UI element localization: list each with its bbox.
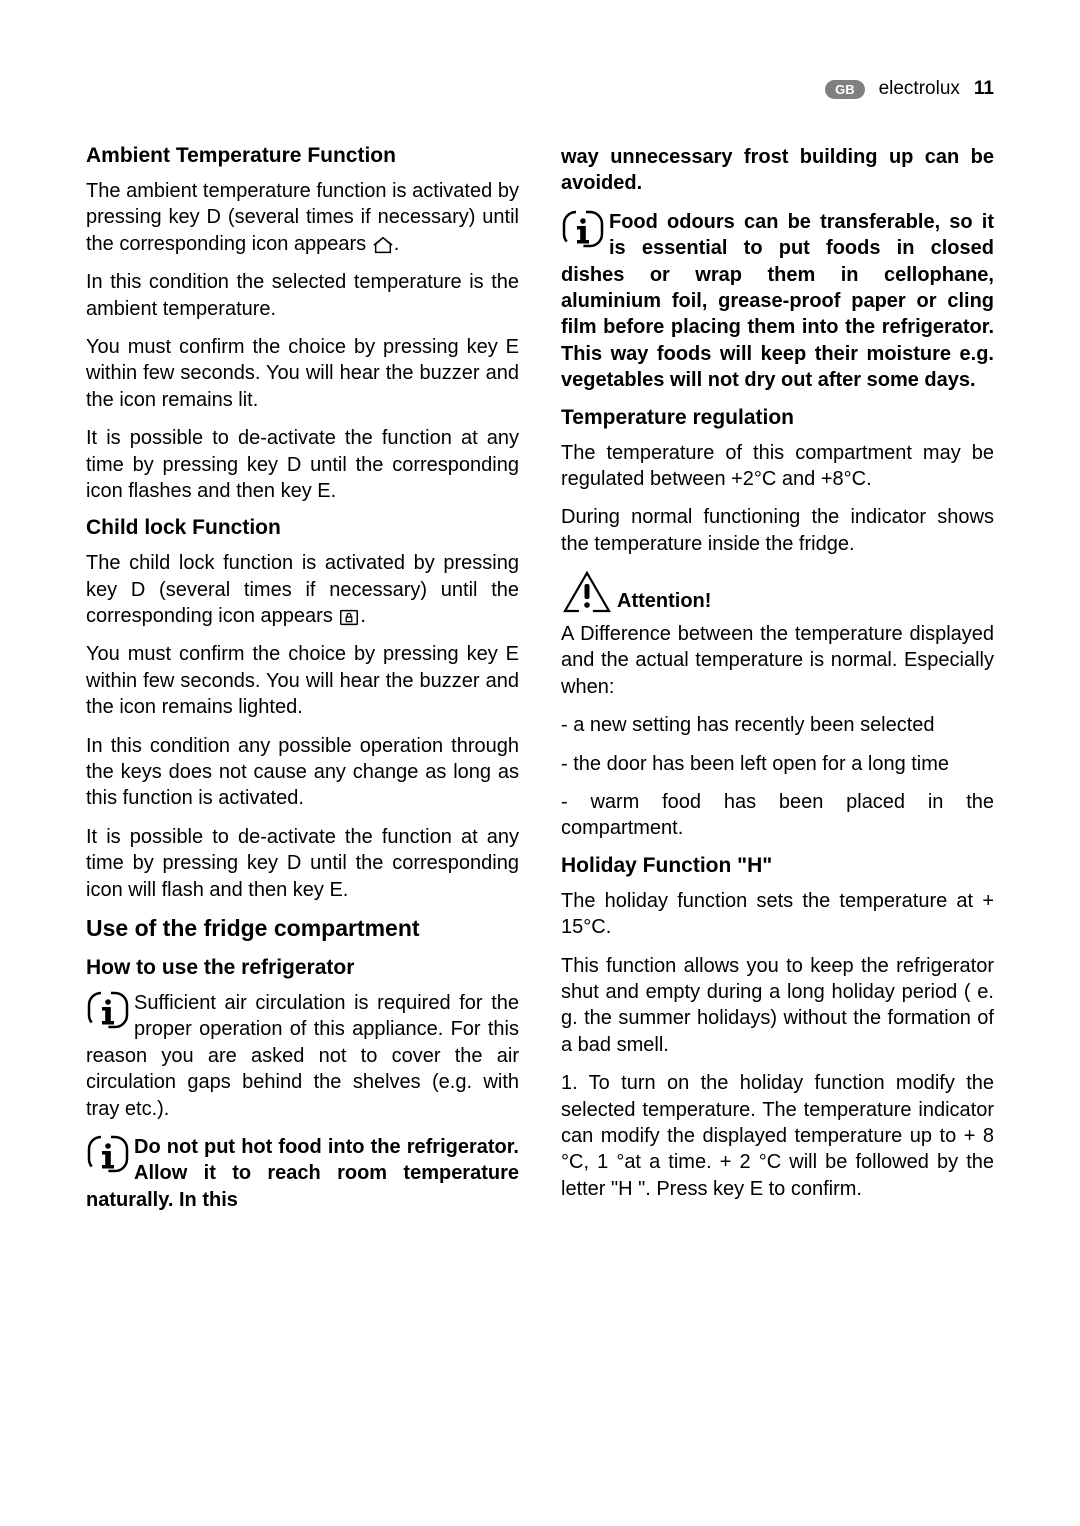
info-icon — [86, 990, 130, 1030]
warning-triangle-icon — [561, 569, 613, 615]
text: . — [360, 605, 366, 627]
info-text: Do not put hot food into the refrigerato… — [86, 1136, 519, 1211]
paragraph: The ambient temperature function is acti… — [86, 178, 519, 257]
lock-box-icon — [338, 607, 360, 627]
paragraph: You must confirm the choice by pressing … — [86, 334, 519, 413]
heading-temp-regulation: Temperature regulation — [561, 406, 994, 430]
bullet-item: - the door has been left open for a long… — [561, 751, 994, 777]
page-header: GB electrolux 11 — [86, 78, 994, 100]
page-number: 11 — [974, 78, 994, 100]
paragraph: In this condition the selected temperatu… — [86, 269, 519, 322]
heading-holiday-function: Holiday Function "H" — [561, 854, 994, 878]
attention-label: Attention! — [617, 590, 711, 615]
house-icon — [372, 235, 394, 255]
paragraph: The temperature of this compartment may … — [561, 440, 994, 493]
info-note-bold: Do not put hot food into the refrigerato… — [86, 1134, 519, 1213]
info-text: Food odours can be transferable, so it i… — [561, 211, 994, 391]
document-page: GB electrolux 11 Ambient Temperature Fun… — [0, 0, 1080, 1275]
paragraph: In this condition any possible operation… — [86, 733, 519, 812]
heading-use-fridge: Use of the fridge compartment — [86, 915, 519, 942]
two-column-layout: Ambient Temperature Function The ambient… — [86, 144, 994, 1225]
heading-ambient-temp: Ambient Temperature Function — [86, 144, 519, 168]
bullet-item: - a new setting has recently been select… — [561, 712, 994, 738]
info-icon — [86, 1134, 130, 1174]
paragraph: A Difference between the temperature dis… — [561, 621, 994, 700]
heading-child-lock: Child lock Function — [86, 516, 519, 540]
text: The child lock function is activated by … — [86, 552, 519, 627]
info-text: Sufficient air circulation is required f… — [86, 992, 519, 1120]
paragraph: This function allows you to keep the ref… — [561, 953, 994, 1059]
info-note-bold: Food odours can be transferable, so it i… — [561, 209, 994, 394]
info-icon — [561, 209, 605, 249]
brand-name: electrolux — [879, 78, 960, 100]
paragraph: 1. To turn on the holiday function modif… — [561, 1070, 994, 1202]
left-column: Ambient Temperature Function The ambient… — [86, 144, 519, 1225]
paragraph: The child lock function is activated by … — [86, 550, 519, 629]
paragraph: During normal functioning the indicator … — [561, 504, 994, 557]
right-column: way unnecessary frost building up can be… — [561, 144, 994, 1225]
heading-how-to-use: How to use the refrigerator — [86, 956, 519, 980]
paragraph: It is possible to de-activate the functi… — [86, 425, 519, 504]
text: The ambient temperature function is acti… — [86, 180, 519, 255]
paragraph: The holiday function sets the temperatur… — [561, 888, 994, 941]
bullet-item: - warm food has been placed in the compa… — [561, 789, 994, 842]
attention-callout: Attention! — [561, 569, 994, 615]
info-note: Sufficient air circulation is required f… — [86, 990, 519, 1122]
paragraph: It is possible to de-activate the functi… — [86, 824, 519, 903]
continuation-text: way unnecessary frost building up can be… — [561, 144, 994, 197]
text: . — [394, 233, 400, 255]
paragraph: You must confirm the choice by pressing … — [86, 641, 519, 720]
language-badge: GB — [825, 80, 865, 99]
